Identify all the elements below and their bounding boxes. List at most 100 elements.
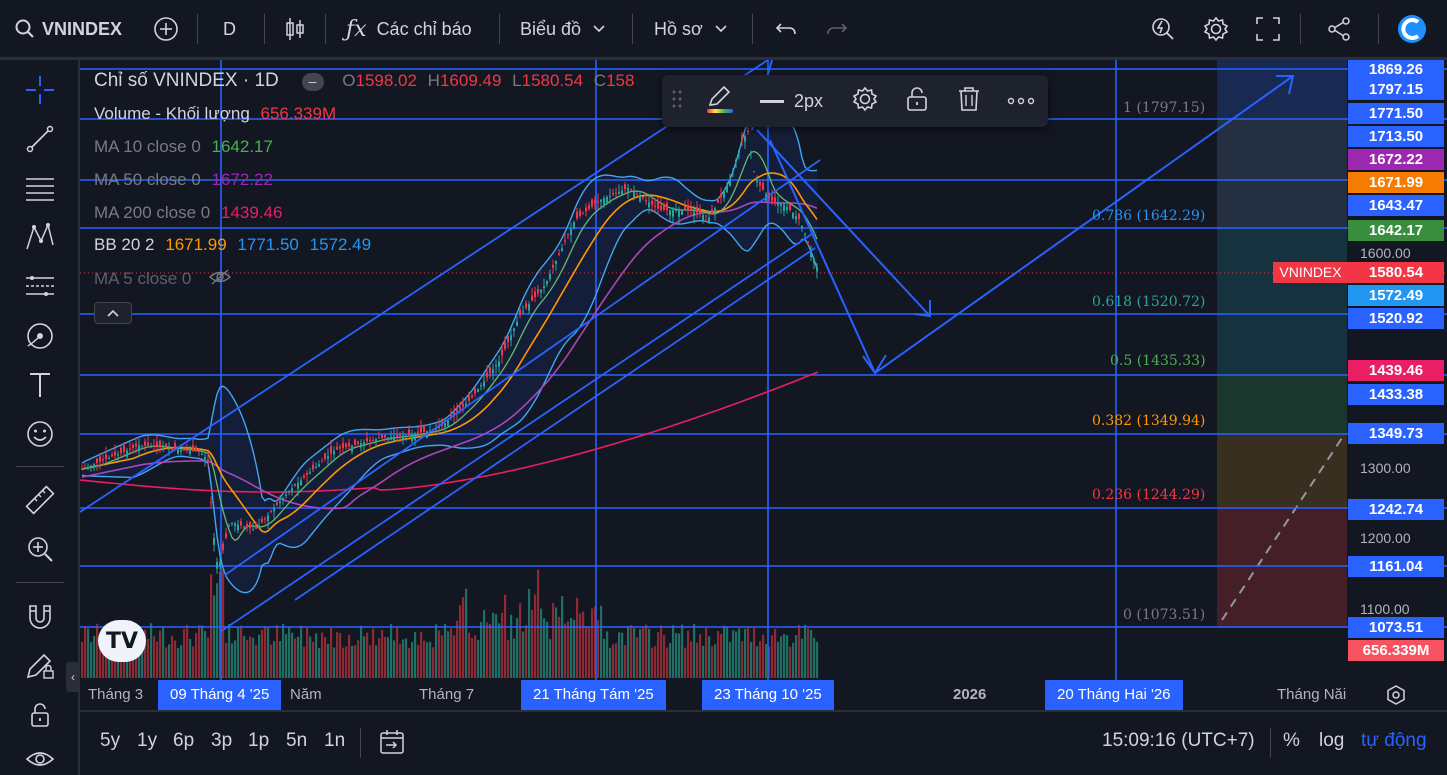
axis-settings-button[interactable] bbox=[1385, 684, 1407, 711]
fib-tool[interactable] bbox=[20, 170, 60, 210]
price-chart[interactable]: 1 (1797.15) 0.786 (1642.29) 0.618 (1520.72… bbox=[80, 60, 1447, 710]
delete-drawing-button[interactable] bbox=[956, 75, 982, 127]
time-axis[interactable]: Tháng 3 09 Tháng 4 '25 Năm Tháng 7 21 Th… bbox=[80, 680, 1447, 710]
chevron-down-icon bbox=[593, 25, 605, 33]
redo-button[interactable] bbox=[826, 0, 848, 58]
legend-ma200[interactable]: MA 200 close 0 1439.46 bbox=[94, 203, 282, 223]
symbol-search[interactable]: VNINDEX bbox=[14, 0, 122, 58]
drawing-settings-button[interactable] bbox=[851, 75, 879, 127]
volume-bar bbox=[162, 627, 165, 678]
candle-body bbox=[741, 134, 743, 140]
volume-bar bbox=[774, 628, 777, 678]
zoom-tool[interactable] bbox=[20, 531, 60, 571]
auto-scale-toggle[interactable]: tự động bbox=[1361, 730, 1427, 751]
ma50-value: 1672.22 bbox=[211, 170, 273, 189]
crosshair-icon bbox=[24, 74, 56, 111]
measure-tool[interactable] bbox=[20, 482, 60, 522]
volume-bar bbox=[432, 647, 435, 678]
volume-bar bbox=[765, 644, 768, 678]
tradingview-logo[interactable]: TV bbox=[98, 620, 146, 662]
volume-bar bbox=[588, 627, 591, 678]
symbol-label: VNINDEX bbox=[42, 18, 123, 39]
candle-body bbox=[468, 395, 470, 401]
gear-icon bbox=[1202, 15, 1230, 43]
candle-body bbox=[516, 321, 518, 327]
icon-tool[interactable] bbox=[20, 416, 60, 456]
collapse-sidebar-button[interactable]: ‹ bbox=[66, 662, 80, 692]
crosshair-tool[interactable] bbox=[20, 72, 60, 112]
volume-bar bbox=[267, 627, 270, 678]
volume-bar bbox=[315, 633, 318, 678]
magnet-tool[interactable] bbox=[20, 598, 60, 638]
percent-toggle[interactable]: % bbox=[1283, 730, 1300, 751]
volume-bar bbox=[276, 624, 279, 678]
interval-button[interactable]: D bbox=[223, 0, 236, 58]
candle-body bbox=[186, 449, 188, 451]
legend-menu-button[interactable]: – bbox=[301, 72, 324, 91]
more-options-button[interactable] bbox=[1007, 75, 1035, 127]
range-1d[interactable]: 1n bbox=[324, 730, 346, 751]
volume-bar bbox=[495, 614, 498, 678]
price-tag: 1869.26 bbox=[1348, 60, 1444, 80]
clock-timezone[interactable]: 15:09:16 (UTC+7) bbox=[1102, 730, 1255, 751]
profile-menu-button[interactable]: Hồ sơ bbox=[654, 0, 727, 58]
hide-drawings-tool[interactable] bbox=[20, 741, 60, 775]
range-5d[interactable]: 5n bbox=[286, 730, 308, 751]
chart-pane[interactable]: 1 (1797.15) 0.786 (1642.29) 0.618 (1520.72… bbox=[80, 60, 1447, 710]
compare-button[interactable] bbox=[152, 0, 180, 58]
lock-drawing-button[interactable] bbox=[904, 75, 930, 127]
undo-button[interactable] bbox=[775, 0, 797, 58]
volume-bar bbox=[786, 635, 789, 678]
candle-body bbox=[423, 424, 425, 432]
candle-body bbox=[576, 211, 578, 219]
drag-handle[interactable] bbox=[672, 75, 682, 127]
line-width-button[interactable]: 2px bbox=[760, 75, 823, 127]
settings-button[interactable] bbox=[1202, 0, 1230, 58]
text-tool[interactable] bbox=[20, 367, 60, 407]
range-6m[interactable]: 6p bbox=[173, 730, 195, 751]
collapse-legend-button[interactable] bbox=[94, 302, 132, 324]
replay-button[interactable] bbox=[1150, 0, 1176, 58]
pattern-tool[interactable] bbox=[20, 219, 60, 259]
line-color-button[interactable] bbox=[704, 75, 736, 127]
volume-bar bbox=[459, 605, 462, 678]
volume-bar bbox=[219, 571, 222, 678]
legend-ma5[interactable]: MA 5 close 0 bbox=[94, 268, 232, 291]
toolbar-divider bbox=[264, 14, 265, 44]
candle-body bbox=[639, 196, 641, 202]
go-to-date-button[interactable] bbox=[378, 728, 406, 761]
chart-type-button[interactable] bbox=[283, 0, 307, 58]
indicators-button[interactable]: ƒx Các chỉ báo bbox=[346, 0, 472, 58]
volume-bar bbox=[600, 605, 603, 678]
time-label: Năm bbox=[290, 686, 322, 703]
range-5y[interactable]: 5y bbox=[100, 730, 121, 751]
legend-volume[interactable]: Volume - Khối lượng 656.339M bbox=[94, 104, 336, 124]
open-value: 1598.02 bbox=[355, 71, 417, 90]
legend-ma50[interactable]: MA 50 close 0 1672.22 bbox=[94, 170, 273, 190]
range-1m[interactable]: 1p bbox=[248, 730, 270, 751]
volume-bar bbox=[726, 626, 729, 678]
fullscreen-button[interactable] bbox=[1255, 0, 1281, 58]
range-1y[interactable]: 1y bbox=[137, 730, 158, 751]
lock-drawings-tool[interactable] bbox=[20, 697, 60, 737]
volume-bar bbox=[573, 619, 576, 678]
brush-tool[interactable] bbox=[20, 318, 60, 358]
prediction-tool[interactable] bbox=[20, 268, 60, 308]
hidden-eye-icon[interactable] bbox=[208, 268, 232, 291]
trendline-tool[interactable] bbox=[20, 121, 60, 161]
range-3m[interactable]: 3p bbox=[211, 730, 233, 751]
log-toggle[interactable]: log bbox=[1319, 730, 1345, 751]
brand-logo[interactable] bbox=[1396, 0, 1428, 58]
stay-in-drawing-mode-tool[interactable] bbox=[20, 647, 60, 687]
legend-bb[interactable]: BB 20 2 1671.99 1771.50 1572.49 bbox=[94, 235, 371, 255]
bollinger-upper-line bbox=[81, 115, 818, 502]
legend-ma10[interactable]: MA 10 close 0 1642.17 bbox=[94, 137, 273, 157]
chevron-left-icon: ‹ bbox=[71, 670, 75, 684]
candle-body bbox=[486, 372, 488, 378]
charts-menu-button[interactable]: Biểu đồ bbox=[520, 0, 605, 58]
volume-bar bbox=[159, 630, 162, 678]
more-dots-icon bbox=[1007, 92, 1035, 110]
candle-body bbox=[84, 467, 86, 469]
share-button[interactable] bbox=[1326, 0, 1352, 58]
volume-bar bbox=[453, 635, 456, 678]
